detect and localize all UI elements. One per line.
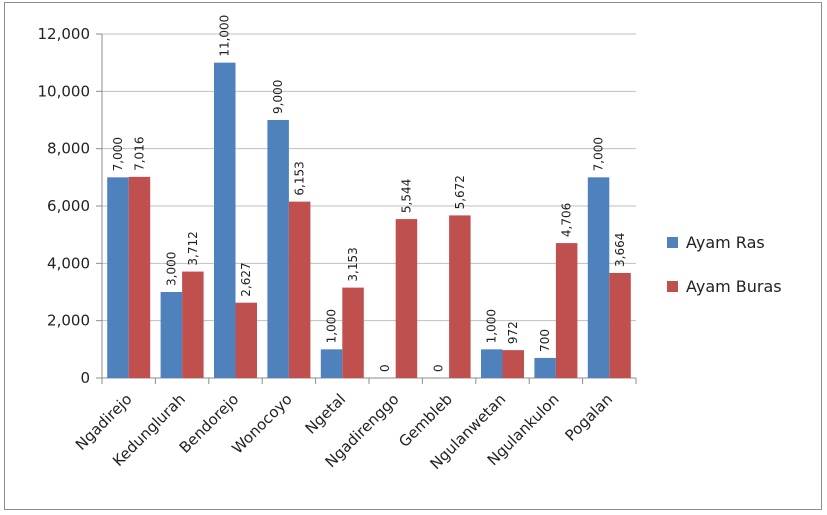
legend-swatch [667, 281, 678, 292]
data-label: 3,712 [186, 231, 200, 265]
data-label: 4,706 [560, 203, 574, 237]
data-label: 2,627 [239, 262, 253, 296]
data-label: 5,544 [399, 179, 413, 213]
y-tick-label: 12,000 [38, 25, 91, 43]
data-label: 3,664 [613, 233, 627, 267]
bar-ayam-ras [214, 62, 236, 379]
category-label: Pogalan [561, 390, 616, 445]
data-label: 7,000 [592, 137, 606, 171]
data-label: 3,000 [164, 252, 178, 286]
legend-label: Ayam Ras [686, 233, 765, 252]
y-tick-label: 8,000 [47, 140, 90, 158]
y-tick-label: 6,000 [47, 197, 90, 215]
bar-ayam-buras [182, 271, 204, 378]
data-label: 0 [378, 364, 392, 372]
legend-swatch [667, 237, 678, 248]
bar-ayam-buras [555, 243, 578, 378]
data-label: 3,153 [346, 247, 360, 281]
bar-ayam-buras [449, 215, 471, 378]
bar-ayam-buras [235, 302, 257, 378]
data-label: 11,000 [218, 15, 232, 57]
y-tick-label: 2,000 [47, 312, 90, 330]
bar-ayam-ras [481, 349, 503, 378]
legend-label: Ayam Buras [686, 277, 782, 296]
data-label: 1,000 [325, 309, 339, 343]
bar-ayam-ras [267, 120, 289, 378]
data-label: 7,016 [132, 137, 146, 171]
bar-ayam-ras [534, 357, 556, 378]
bar-ayam-buras [395, 219, 418, 378]
data-label: 5,672 [453, 175, 467, 209]
category-label: Ngetal [302, 390, 350, 438]
y-tick-label: 10,000 [38, 82, 91, 100]
data-label: 700 [538, 329, 552, 352]
bar-ayam-buras [609, 272, 631, 378]
data-label: 7,000 [111, 137, 125, 171]
y-tick-label: 4,000 [47, 254, 90, 272]
bar-ayam-ras [320, 349, 343, 378]
y-tick-label: 0 [80, 369, 90, 387]
bar-ayam-buras [342, 287, 364, 378]
bar-ayam-buras [288, 201, 311, 378]
data-label: 6,153 [293, 161, 307, 195]
bar-ayam-ras [107, 177, 129, 378]
bar-ayam-buras [502, 350, 524, 378]
data-label: 1,000 [485, 309, 499, 343]
bar-ayam-ras [160, 292, 183, 378]
data-label: 9,000 [271, 80, 285, 114]
data-label: 0 [431, 364, 445, 372]
bar-ayam-buras [128, 176, 151, 378]
bar-ayam-ras [587, 177, 610, 378]
data-label: 972 [506, 321, 520, 344]
